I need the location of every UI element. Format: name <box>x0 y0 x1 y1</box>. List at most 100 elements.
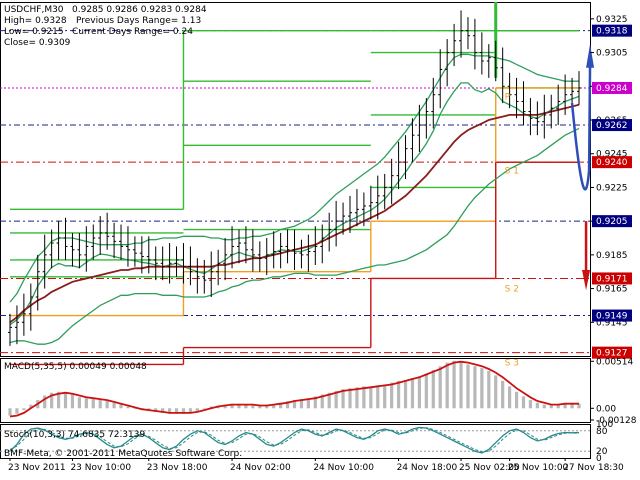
forecast-up-arrowhead <box>586 44 595 68</box>
macd-bar <box>161 408 165 413</box>
macd-bar <box>105 400 109 409</box>
price-tick-label: 0.9325 <box>596 15 628 25</box>
price-tag-label: 0.9149 <box>596 312 628 322</box>
macd-bar <box>202 408 206 409</box>
panel-frame <box>0 358 591 423</box>
macd-bar <box>77 397 81 409</box>
macd-bar <box>174 408 179 414</box>
time-tick-label: 23 Nov 10:00 <box>70 463 131 473</box>
macd-bar <box>494 375 498 409</box>
macd-bar <box>258 405 262 409</box>
price-tag-box <box>592 24 632 37</box>
macd-bar <box>508 386 512 409</box>
header-close: Close= 0.9309 <box>4 38 71 48</box>
time-tick-label: 23 Nov 2011 <box>8 463 66 473</box>
price-tag-label: 0.9171 <box>596 274 628 284</box>
macd-bar <box>424 373 428 409</box>
macd-bar <box>265 405 269 409</box>
stoch-tick-label: 80 <box>596 427 608 437</box>
macd-bar <box>181 408 186 414</box>
price-tag-label: 0.9284 <box>596 84 628 94</box>
macd-bar <box>341 389 345 409</box>
macd-bar <box>369 386 373 409</box>
macd-bar <box>514 391 519 409</box>
macd-bar <box>535 402 539 409</box>
stoch-tick-label: 100 <box>596 420 613 430</box>
macd-bar <box>8 408 12 416</box>
bollinger-lower <box>9 127 580 345</box>
macd-bar <box>556 404 560 409</box>
macd-bar <box>230 403 234 409</box>
macd-bar <box>70 394 75 409</box>
macd-bar <box>119 404 123 409</box>
stoch-label: Stoch(10,3,3) 74.6835 72.3139 <box>4 430 145 440</box>
price-tick-label: 0.9305 <box>596 49 628 59</box>
macd-bar <box>355 387 359 409</box>
price-tick-label: 0.9225 <box>596 183 628 193</box>
macd-bar <box>487 370 491 409</box>
macd-bar <box>91 399 95 409</box>
forecast-up-arrow <box>570 64 592 191</box>
macd-bar <box>563 403 567 409</box>
header-symbol: USDCHF,M30 <box>4 5 64 15</box>
macd-bar <box>327 392 331 409</box>
macd-bar <box>383 384 387 409</box>
price-tick-label: 0.9145 <box>596 318 628 328</box>
candles <box>8 10 581 346</box>
macd-bar <box>50 392 54 409</box>
stoch-tick-label: 20 <box>596 447 608 457</box>
macd-bar <box>133 408 137 409</box>
macd-bar <box>126 406 130 409</box>
macd-bar <box>438 366 442 409</box>
macd-bar <box>521 396 526 409</box>
price-tag-label: 0.9127 <box>596 349 628 359</box>
macd-bar <box>473 366 477 409</box>
price-tag-box <box>592 309 632 322</box>
pivot-levels <box>0 30 590 354</box>
macd-bar <box>577 403 581 409</box>
macd-bar <box>403 379 408 409</box>
macd-bar <box>306 398 310 409</box>
macd-bar <box>320 394 324 409</box>
macd-bar <box>313 396 317 409</box>
time-axis: 23 Nov 2011 23 Nov 10:00 23 Nov 18:00 24 No… <box>8 458 624 473</box>
time-tick-label: 25 Nov 10:00 <box>508 463 569 473</box>
macd-bar <box>431 369 435 409</box>
header-high: High= 0.9328 <box>4 16 67 26</box>
macd-bar <box>362 386 366 409</box>
macd-bar <box>376 385 380 409</box>
macd-bar <box>251 405 255 409</box>
macd-bar <box>63 392 68 409</box>
price-tag-label: 0.9262 <box>596 121 628 131</box>
level-label: S 3 <box>505 359 519 369</box>
price-tag-box <box>592 81 632 94</box>
macd-bar <box>452 360 456 409</box>
level-label: S 2 <box>505 285 519 295</box>
macd-bar <box>348 388 352 409</box>
price-tag-box <box>592 156 632 169</box>
forecast-down-arrowhead <box>582 270 591 291</box>
macd-bar <box>15 408 19 414</box>
macd-bar <box>188 408 193 413</box>
header-prev-range: Previous Days Range= 1.13 <box>76 16 201 26</box>
macd-bar <box>480 368 484 409</box>
header-low: Low= 0.9215 <box>4 27 64 37</box>
time-tick-label: 27 Nov 18:30 <box>563 463 624 473</box>
price-tag-box <box>592 346 632 359</box>
price-tick-label: 0.9165 <box>596 285 628 295</box>
panel-frame <box>0 2 591 357</box>
price-tag-label: 0.9318 <box>596 27 628 37</box>
bollinger-upper <box>9 53 579 303</box>
time-tick-label: 24 Nov 18:00 <box>397 463 458 473</box>
level-label: S 1 <box>505 167 519 177</box>
macd-bar <box>445 362 449 409</box>
macd-bar <box>459 361 463 409</box>
header-ohlc: 0.9285 0.9286 0.9283 0.9284 <box>72 5 207 15</box>
chart-frames <box>0 2 591 459</box>
stoch-tick-label: 0 <box>596 454 602 464</box>
macd-signal-line <box>9 360 579 418</box>
macd-bar <box>237 403 241 409</box>
macd-bar <box>549 405 553 409</box>
price-tags: 0.93180.92840.92620.92400.92050.91710.91… <box>592 24 632 359</box>
